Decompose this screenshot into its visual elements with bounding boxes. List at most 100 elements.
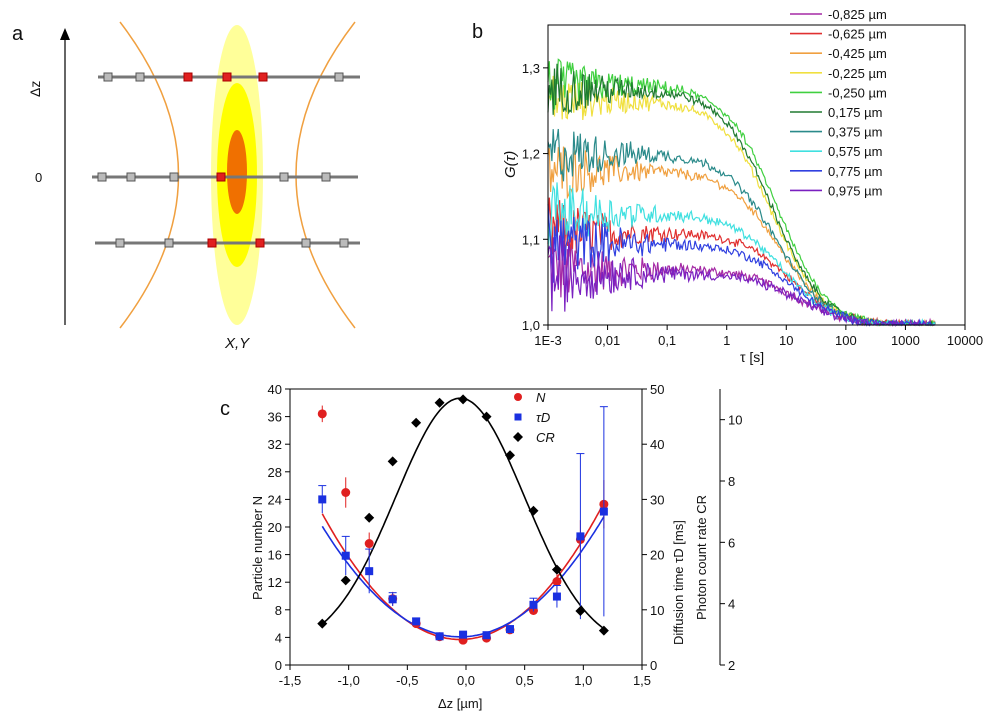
c-x-tick-label: -1,0 [337,673,359,688]
c-cr-point [505,450,515,461]
b-x-tick-label: 10000 [947,333,983,348]
sample-point [135,72,145,82]
c-taud-point [435,632,444,641]
c-x-tick-label: 1,5 [633,673,651,688]
b-y-tick-label: 1,2 [522,147,540,162]
c-n-point [317,409,327,419]
panel-c-z-scan: c -1,5 -1,0 -0,5 0,0 0,5 1,0 1,504812162024283… [220,382,742,711]
b-x-tick-label: 1 [723,333,730,348]
c-y-left-tick-label: 0 [275,658,282,673]
c-y-left-tick-label: 24 [268,492,282,507]
c-legend-marker [514,413,522,421]
c-x-tick-label: -0,5 [396,673,418,688]
b-x-tick-label: 0,01 [595,333,620,348]
c-y-right1-tick-label: 0 [650,658,657,673]
xy-axis-label: X,Y [224,335,250,352]
sample-point-in-focus [255,238,265,248]
c-cr-point [434,397,445,408]
c-cr-point [528,505,539,516]
sample-point-in-focus [216,172,226,182]
c-legend-marker [513,432,523,442]
panel-label-a: a [12,23,24,45]
b-y-tick-label: 1,0 [522,318,540,333]
c-y-right2-tick-label: 4 [728,597,735,612]
c-xlabel: Δz [µm] [438,696,482,711]
b-axes: 1E-3 0,01 0,1 1 10 100 1000 10000 1,0 1,1 1,2 1,3 [522,24,983,348]
panel-a-schematic: a Δz 0 X,Y [12,21,360,352]
b-legend-label: -0,225 µm [828,66,887,81]
b-x-tick-label: 100 [835,333,857,348]
c-y-right2-tick-label: 6 [728,535,735,550]
c-y-left-tick-label: 28 [268,465,282,480]
c-cr-point [598,625,609,636]
c-legend-label: τD [536,410,550,425]
b-legend-label: -0,425 µm [828,46,887,61]
b-plot-frame [547,24,966,326]
c-cr-point [340,575,351,586]
c-y-left-tick-label: 8 [275,603,282,618]
b-x-tick-label: 1E-3 [534,333,561,348]
b-xlabel: τ [s] [740,349,764,365]
c-y-right2-tick-label: 10 [728,413,742,428]
c-ylabel-right1: Diffusion time τD [ms] [671,520,686,645]
sample-point [169,172,179,182]
sample-point [164,238,174,248]
sample-point [97,172,107,182]
c-ylabel-right2: Photon count rate CR [694,495,709,620]
c-x-tick-label: 0,5 [516,673,534,688]
beam-waist-right-curve [295,21,356,329]
c-y-left-tick-label: 12 [268,575,282,590]
c-cr-point [458,394,469,405]
c-y-left-tick-label: 16 [268,548,282,563]
b-ylabel: G(τ) [502,151,519,178]
c-taud-point [388,595,397,604]
b-curve-series [547,204,936,327]
b-legend-label: 0,775 µm [828,164,882,179]
focal-volume-core [227,130,247,214]
sample-point [126,172,136,182]
sample-point [321,172,331,182]
c-cr-point [411,417,422,428]
dz-axis-label: Δz [27,81,43,97]
c-n-point [341,488,351,497]
c-taud-point [365,567,374,576]
c-y-left-tick-label: 32 [268,437,282,452]
c-y-left-tick-label: 36 [268,410,282,425]
sample-point [301,238,311,248]
c-y-left-tick-label: 20 [268,520,282,535]
sample-point [279,172,289,182]
sample-point [334,72,344,82]
sample-point-in-focus [222,72,232,82]
c-taud-point [506,625,514,634]
c-taud-point [552,592,561,601]
b-x-tick-label: 0,1 [658,333,676,348]
c-legend-label: N [536,390,546,405]
c-legend-marker [514,393,522,401]
c-taud-point [341,551,350,560]
sample-point [103,72,113,82]
dz-axis-arrow [60,28,70,40]
c-plot-frame [289,388,643,666]
c-y-right1-tick-label: 50 [650,382,664,397]
c-ylabel-left: Particle number N [250,496,265,600]
zero-label: 0 [35,170,42,185]
b-legend-label: -0,825 µm [828,7,887,22]
b-legend-label: 0,175 µm [828,105,882,120]
c-taud-point [318,495,327,504]
c-cr-point [387,456,398,467]
sample-point-in-focus [183,72,193,82]
c-fit-curve [321,502,605,641]
c-taud-point [412,617,421,626]
c-y-right2-tick-label: 8 [728,474,735,489]
c-cr-point [551,564,562,575]
b-legend-label: 0,975 µm [828,183,882,198]
c-cr-point [317,618,328,629]
c-cr-point [481,411,492,422]
b-y-tick-label: 1,3 [522,61,540,76]
b-curve-series [547,63,936,327]
c-taud-point [576,532,585,541]
c-y-right1-tick-label: 40 [650,437,664,452]
c-y-right1-tick-label: 30 [650,492,664,507]
sample-point [339,238,349,248]
sample-point-in-focus [207,238,217,248]
